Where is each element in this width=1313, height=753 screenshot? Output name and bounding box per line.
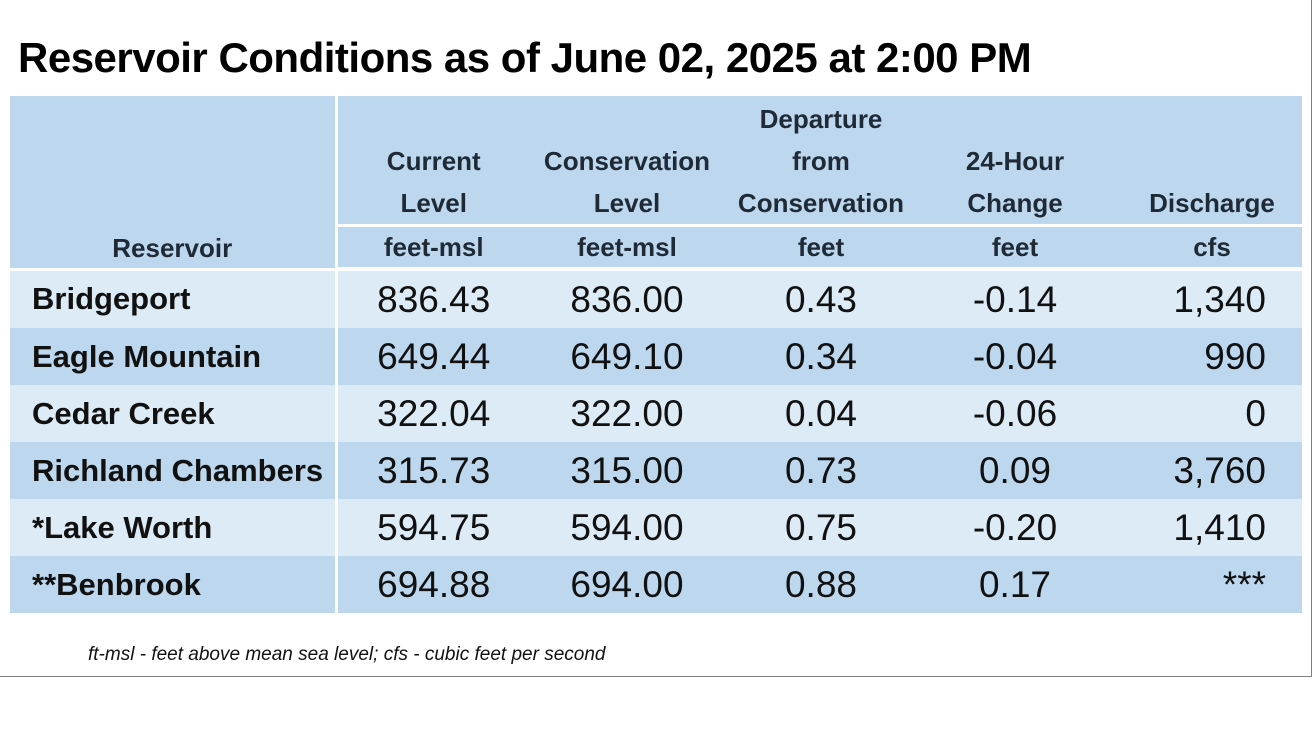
discharge-value: *** xyxy=(1112,556,1302,613)
unit-24-hour-change: feet xyxy=(918,225,1112,271)
change-value: -0.06 xyxy=(918,385,1112,442)
current-level-value: 694.88 xyxy=(336,556,530,613)
conservation-level-value: 694.00 xyxy=(530,556,724,613)
table-row: Cedar Creek 322.04 322.00 0.04 -0.06 0 xyxy=(10,385,1302,442)
unit-discharge: cfs xyxy=(1112,225,1302,271)
column-header-reservoir: Reservoir xyxy=(10,96,338,271)
unit-current-level: feet-msl xyxy=(336,225,530,271)
column-label: 24-Hour Change xyxy=(965,146,1065,218)
current-level-value: 322.04 xyxy=(336,385,530,442)
change-value: 0.17 xyxy=(918,556,1112,613)
unit-conservation-level: feet-msl xyxy=(530,225,724,271)
reservoir-name: Eagle Mountain xyxy=(10,328,338,385)
table-row: Bridgeport 836.43 836.00 0.43 -0.14 1,34… xyxy=(10,269,1302,328)
departure-value: 0.73 xyxy=(724,442,918,499)
reservoir-name: Bridgeport xyxy=(10,269,338,328)
column-label: Conservation Level xyxy=(543,146,711,218)
discharge-value: 990 xyxy=(1112,328,1302,385)
change-value: -0.20 xyxy=(918,499,1112,556)
departure-value: 0.88 xyxy=(724,556,918,613)
footnote: ft-msl - feet above mean sea level; cfs … xyxy=(88,644,606,665)
departure-value: 0.75 xyxy=(724,499,918,556)
current-level-value: 315.73 xyxy=(336,442,530,499)
column-label: Current Level xyxy=(386,146,481,218)
table-unit-row: feet-msl feet-msl feet feet cfs xyxy=(10,225,1302,271)
current-level-value: 836.43 xyxy=(336,269,530,328)
departure-value: 0.04 xyxy=(724,385,918,442)
change-value: -0.04 xyxy=(918,328,1112,385)
change-value: 0.09 xyxy=(918,442,1112,499)
column-header-conservation-level: Conservation Level xyxy=(530,96,724,227)
current-level-value: 594.75 xyxy=(336,499,530,556)
column-label: Reservoir xyxy=(112,232,233,263)
discharge-value: 3,760 xyxy=(1112,442,1302,499)
discharge-value: 1,410 xyxy=(1112,499,1302,556)
table-row: Eagle Mountain 649.44 649.10 0.34 -0.04 … xyxy=(10,328,1302,385)
column-header-24-hour-change: 24-Hour Change xyxy=(918,96,1112,227)
reservoir-name: Richland Chambers xyxy=(10,442,338,499)
report-panel: Reservoir Conditions as of June 02, 2025… xyxy=(0,0,1312,677)
column-header-discharge: Discharge xyxy=(1112,96,1302,227)
conservation-level-value: 322.00 xyxy=(530,385,724,442)
reservoir-table: Reservoir Current Level Conservation Lev… xyxy=(10,96,1302,613)
table-row: **Benbrook 694.88 694.00 0.88 0.17 *** xyxy=(10,556,1302,613)
discharge-value: 0 xyxy=(1112,385,1302,442)
column-header-departure: Departure from Conservation xyxy=(724,96,918,227)
table-row: Richland Chambers 315.73 315.00 0.73 0.0… xyxy=(10,442,1302,499)
reservoir-name: Cedar Creek xyxy=(10,385,338,442)
current-level-value: 649.44 xyxy=(336,328,530,385)
departure-value: 0.43 xyxy=(724,269,918,328)
unit-departure: feet xyxy=(724,225,918,271)
reservoir-name: **Benbrook xyxy=(10,556,338,613)
column-label: Departure from Conservation xyxy=(737,104,905,218)
conservation-level-value: 836.00 xyxy=(530,269,724,328)
departure-value: 0.34 xyxy=(724,328,918,385)
column-label: Discharge xyxy=(1149,188,1275,218)
discharge-value: 1,340 xyxy=(1112,269,1302,328)
column-header-current-level: Current Level xyxy=(336,96,530,227)
table-header-row: Reservoir Current Level Conservation Lev… xyxy=(10,96,1302,271)
table-row: *Lake Worth 594.75 594.00 0.75 -0.20 1,4… xyxy=(10,499,1302,556)
change-value: -0.14 xyxy=(918,269,1112,328)
reservoir-name: *Lake Worth xyxy=(10,499,338,556)
conservation-level-value: 649.10 xyxy=(530,328,724,385)
conservation-level-value: 594.00 xyxy=(530,499,724,556)
page-title: Reservoir Conditions as of June 02, 2025… xyxy=(18,34,1032,81)
conservation-level-value: 315.00 xyxy=(530,442,724,499)
